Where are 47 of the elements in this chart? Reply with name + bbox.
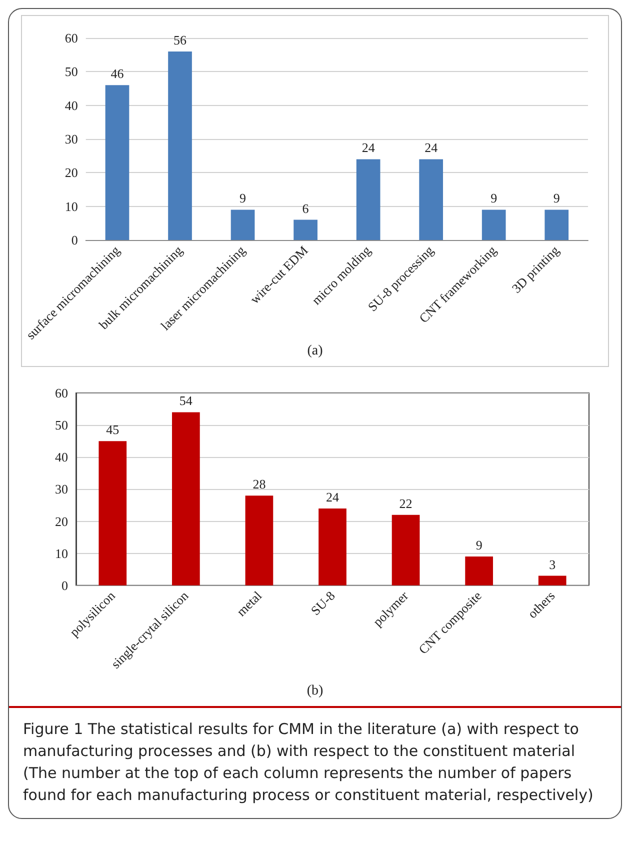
bar xyxy=(318,508,346,586)
bar xyxy=(544,210,569,240)
y-tick-label: 50 xyxy=(55,418,68,433)
y-tick-label: 20 xyxy=(55,514,68,529)
data-label: 9 xyxy=(553,190,560,206)
caption: Figure 1 The statistical results for CMM in the literature (a) with respect to manufacturing processes and (b) with respect to the constituent material (The number at the top of each column represents the number of papers found for each manufacturing process or constituent material, respectively) xyxy=(9,706,621,814)
data-label: 9 xyxy=(490,190,498,206)
data-label: 6 xyxy=(302,200,310,216)
y-tick-label: 60 xyxy=(55,386,68,400)
data-label: 45 xyxy=(106,422,120,438)
bar xyxy=(482,210,506,240)
y-tick-label: 20 xyxy=(64,165,78,180)
bar xyxy=(538,576,566,586)
y-tick-label: 50 xyxy=(64,64,78,80)
bar xyxy=(419,159,444,240)
y-tick-label: 30 xyxy=(55,482,68,497)
bar xyxy=(245,496,274,586)
data-label: 9 xyxy=(476,538,482,553)
y-tick-label: 10 xyxy=(64,198,78,214)
data-label: 24 xyxy=(326,489,340,504)
data-label: 24 xyxy=(424,140,438,156)
data-label: 46 xyxy=(110,66,124,82)
x-axis-title: (a) xyxy=(307,344,324,358)
y-tick-label: 40 xyxy=(55,450,68,465)
bar xyxy=(392,514,420,586)
bar xyxy=(172,412,200,586)
bar xyxy=(168,51,192,240)
bar xyxy=(356,159,380,240)
data-label: 28 xyxy=(252,476,266,492)
y-tick-label: 0 xyxy=(71,232,78,248)
bar xyxy=(465,556,493,586)
data-label: 22 xyxy=(399,496,412,511)
data-label: 9 xyxy=(240,190,246,206)
bar xyxy=(105,85,130,240)
data-label: 3 xyxy=(549,556,556,572)
bar xyxy=(98,441,127,586)
data-label: 54 xyxy=(179,393,193,408)
x-axis-title: (b) xyxy=(306,684,324,698)
y-tick-label: 60 xyxy=(64,30,78,46)
y-tick-label: 0 xyxy=(62,578,68,593)
data-label: 56 xyxy=(174,32,188,48)
bar xyxy=(294,220,318,240)
y-tick-label: 10 xyxy=(55,546,68,561)
y-tick-label: 30 xyxy=(64,132,78,146)
data-label: 24 xyxy=(362,140,376,156)
bar xyxy=(230,210,255,240)
y-tick-label: 40 xyxy=(64,98,78,113)
